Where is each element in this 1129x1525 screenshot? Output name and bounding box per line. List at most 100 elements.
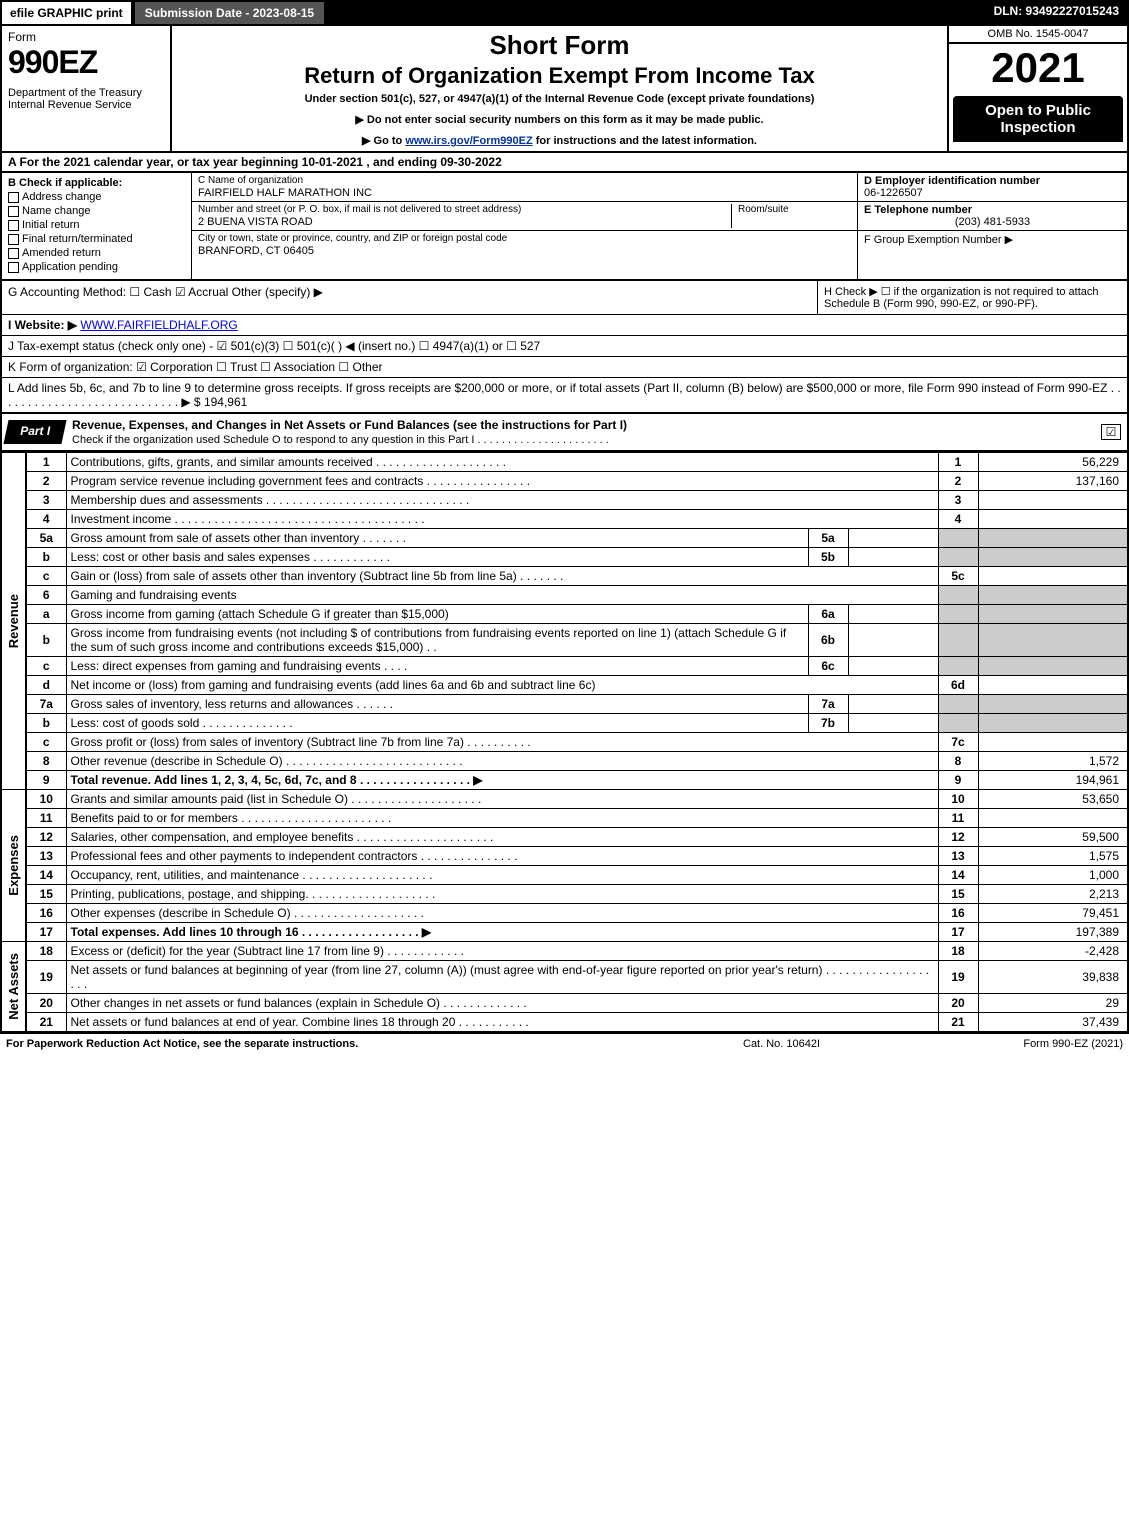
chk-final: Final return/terminated [8,233,185,245]
header: Form 990EZ Department of the Treasury In… [0,26,1129,153]
line-a: A For the 2021 calendar year, or tax yea… [0,153,1129,173]
expenses-label: Expenses [6,835,21,896]
note-goto: ▶ Go to www.irs.gov/Form990EZ for instru… [180,134,939,147]
row-1: Revenue 1Contributions, gifts, grants, a… [1,453,1128,472]
row-6a: aGross income from gaming (attach Schedu… [1,605,1128,624]
spacer [326,0,983,26]
top-bar: efile GRAPHIC print Submission Date - 20… [0,0,1129,26]
d-ein-row: D Employer identification number 06-1226… [858,173,1127,202]
row-6: 6Gaming and fundraising events [1,586,1128,605]
row-3: 3Membership dues and assessments . . . .… [1,491,1128,510]
header-right: OMB No. 1545-0047 2021 Open to Public In… [947,26,1127,151]
row-14: 14Occupancy, rent, utilities, and mainte… [1,866,1128,885]
col-d: D Employer identification number 06-1226… [857,173,1127,279]
row-17: 17Total expenses. Add lines 10 through 1… [1,923,1128,942]
footer: For Paperwork Reduction Act Notice, see … [0,1033,1129,1054]
line-h: H Check ▶ ☐ if the organization is not r… [817,281,1127,314]
footer-mid: Cat. No. 10642I [743,1038,943,1050]
row-5b: bLess: cost or other basis and sales exp… [1,548,1128,567]
c-city: BRANFORD, CT 06405 [198,245,851,257]
revenue-label: Revenue [6,594,21,648]
header-left: Form 990EZ Department of the Treasury In… [2,26,172,151]
row-6d: dNet income or (loss) from gaming and fu… [1,676,1128,695]
chk-amended: Amended return [8,247,185,259]
row-15: 15Printing, publications, postage, and s… [1,885,1128,904]
row-10: Expenses 10Grants and similar amounts pa… [1,790,1128,809]
col-b: B Check if applicable: Address change Na… [2,173,192,279]
line-g: G Accounting Method: ☐ Cash ☑ Accrual Ot… [2,281,817,314]
under-section: Under section 501(c), 527, or 4947(a)(1)… [180,93,939,105]
line-i: I Website: ▶ WWW.FAIRFIELDHALF.ORG [0,314,1129,335]
open-to-public: Open to Public Inspection [953,96,1123,142]
netassets-label: Net Assets [6,953,21,1020]
e-tel-row: E Telephone number (203) 481-5933 [858,202,1127,231]
part1-tab: Part I [3,420,66,444]
e-tel-label: E Telephone number [864,204,1121,216]
form-number: 990EZ [8,44,164,81]
department: Department of the Treasury Internal Reve… [8,87,164,111]
row-8: 8Other revenue (describe in Schedule O) … [1,752,1128,771]
chk-name: Name change [8,205,185,217]
e-tel: (203) 481-5933 [864,216,1121,228]
note-ssn: ▶ Do not enter social security numbers o… [180,113,939,126]
row-6c: cLess: direct expenses from gaming and f… [1,657,1128,676]
block-bcd: B Check if applicable: Address change Na… [0,173,1129,281]
website-link[interactable]: WWW.FAIRFIELDHALF.ORG [80,318,237,332]
c-city-row: City or town, state or province, country… [192,231,857,259]
footer-right: Form 990-EZ (2021) [943,1038,1123,1050]
line-j: J Tax-exempt status (check only one) - ☑… [0,335,1129,356]
row-11: 11Benefits paid to or for members . . . … [1,809,1128,828]
part1-title: Revenue, Expenses, and Changes in Net As… [64,414,1095,450]
c-room-label: Room/suite [738,204,851,215]
irs-link[interactable]: www.irs.gov/Form990EZ [405,135,532,147]
f-grp-label: F Group Exemption Number ▶ [864,233,1121,246]
header-mid: Short Form Return of Organization Exempt… [172,26,947,151]
row-7a: 7aGross sales of inventory, less returns… [1,695,1128,714]
row-5a: 5aGross amount from sale of assets other… [1,529,1128,548]
d-ein-label: D Employer identification number [864,175,1121,187]
chk-initial: Initial return [8,219,185,231]
c-name-label: C Name of organization [198,175,851,186]
row-18: Net Assets 18Excess or (deficit) for the… [1,942,1128,961]
part1-sub: Check if the organization used Schedule … [72,434,609,446]
row-5c: cGain or (loss) from sale of assets othe… [1,567,1128,586]
row-2: 2Program service revenue including gover… [1,472,1128,491]
row-13: 13Professional fees and other payments t… [1,847,1128,866]
c-name: FAIRFIELD HALF MARATHON INC [198,187,851,199]
footer-left: For Paperwork Reduction Act Notice, see … [6,1038,743,1050]
row-4: 4Investment income . . . . . . . . . . .… [1,510,1128,529]
efile-label: efile GRAPHIC print [0,0,133,26]
row-20: 20Other changes in net assets or fund ba… [1,994,1128,1013]
i-label: I Website: ▶ [8,318,77,332]
short-form-title: Short Form [180,30,939,61]
chk-address: Address change [8,191,185,203]
row-12: 12Salaries, other compensation, and empl… [1,828,1128,847]
part1-table: Revenue 1Contributions, gifts, grants, a… [0,452,1129,1033]
row-19: 19Net assets or fund balances at beginni… [1,961,1128,994]
part1-check: ☑ [1101,424,1121,440]
c-city-label: City or town, state or province, country… [198,233,851,244]
row-6b: bGross income from fundraising events (n… [1,624,1128,657]
submission-date: Submission Date - 2023-08-15 [133,0,326,26]
line-l: L Add lines 5b, 6c, and 7b to line 9 to … [0,377,1129,414]
col-c: C Name of organization FAIRFIELD HALF MA… [192,173,857,279]
c-addr-label: Number and street (or P. O. box, if mail… [198,204,731,215]
row-21: 21Net assets or fund balances at end of … [1,1013,1128,1033]
row-7c: cGross profit or (loss) from sales of in… [1,733,1128,752]
note-goto-post: for instructions and the latest informat… [533,135,757,147]
form-label: Form [8,30,164,44]
c-name-row: C Name of organization FAIRFIELD HALF MA… [192,173,857,202]
tax-year: 2021 [949,44,1127,96]
d-ein: 06-1226507 [864,187,1121,199]
part1-header: Part I Revenue, Expenses, and Changes in… [0,414,1129,452]
f-grp-row: F Group Exemption Number ▶ [858,231,1127,248]
c-addr-row: Number and street (or P. O. box, if mail… [192,202,857,231]
chk-pending: Application pending [8,261,185,273]
row-9: 9Total revenue. Add lines 1, 2, 3, 4, 5c… [1,771,1128,790]
note-goto-pre: ▶ Go to [362,135,405,147]
c-addr: 2 BUENA VISTA ROAD [198,216,731,228]
dln: DLN: 93492227015243 [984,0,1129,26]
row-7b: bLess: cost of goods sold . . . . . . . … [1,714,1128,733]
b-label: B Check if applicable: [8,177,185,189]
row-16: 16Other expenses (describe in Schedule O… [1,904,1128,923]
